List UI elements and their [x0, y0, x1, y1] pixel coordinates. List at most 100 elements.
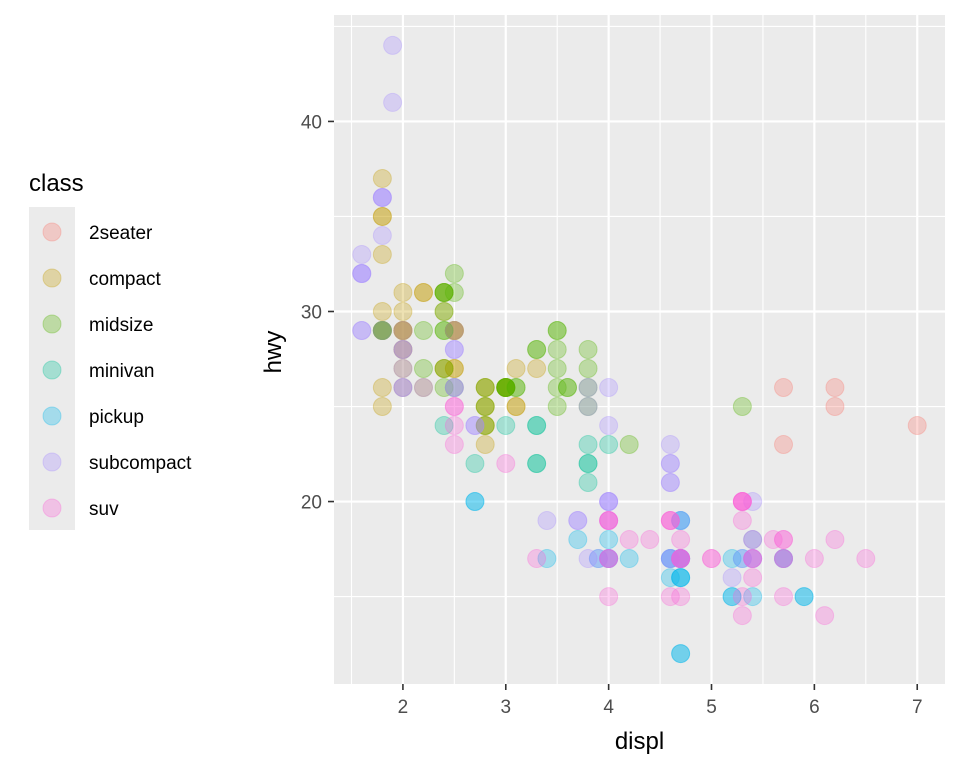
y-tick-label: 40 — [301, 112, 322, 133]
data-point-minivan — [578, 435, 598, 455]
data-point-subcompact — [393, 359, 413, 379]
data-point-subcompact — [743, 549, 763, 569]
data-point-midsize — [547, 320, 567, 340]
data-point-subcompact — [568, 511, 588, 531]
data-point-2seater — [825, 397, 845, 417]
legend-label-pickup: pickup — [89, 407, 144, 428]
data-point-minivan — [578, 473, 598, 493]
data-point-suv — [660, 587, 680, 607]
data-point-pickup — [671, 511, 691, 531]
data-point-midsize — [547, 378, 567, 398]
data-point-pickup — [671, 511, 691, 531]
data-point-suv — [702, 549, 721, 569]
data-point-subcompact — [372, 225, 392, 245]
data-point-subcompact — [599, 511, 619, 531]
data-point-subcompact — [372, 187, 392, 207]
data-point-midsize — [527, 340, 547, 359]
data-point-midsize — [372, 320, 392, 340]
data-point-pickup — [743, 530, 763, 550]
data-point-suv — [671, 587, 691, 607]
legend-key-suv — [42, 498, 62, 518]
data-point-subcompact — [660, 454, 680, 474]
data-point-minivan — [527, 416, 547, 436]
y-axis: 20 30 40 — [301, 112, 334, 514]
legend-title: class — [29, 170, 84, 197]
data-point-subcompact — [393, 320, 413, 340]
data-point-pickup — [794, 587, 814, 607]
data-point-subcompact — [671, 549, 691, 569]
data-point-suv — [732, 606, 752, 626]
data-point-pickup — [660, 549, 680, 569]
data-point-suv — [743, 549, 763, 569]
data-point-compact — [372, 397, 392, 417]
legend-key-midsize — [42, 314, 62, 334]
x-tick-label: 6 — [809, 697, 820, 718]
data-point-suv — [671, 549, 691, 569]
data-point-subcompact — [393, 378, 413, 398]
data-point-suv — [763, 530, 783, 550]
data-point-suv — [671, 549, 691, 569]
data-point-pickup — [599, 549, 619, 569]
data-point-midsize — [413, 320, 433, 340]
data-point-midsize — [506, 378, 526, 398]
data-point-minivan — [527, 416, 547, 436]
data-point-subcompact — [372, 187, 392, 207]
data-point-pickup — [671, 644, 691, 664]
data-point-midsize — [547, 397, 567, 417]
data-point-suv — [774, 549, 794, 569]
data-point-midsize — [444, 263, 464, 283]
data-point-subcompact — [599, 416, 619, 436]
x-tick-label: 7 — [912, 697, 923, 718]
data-point-subcompact — [444, 378, 464, 398]
legend-label-suv: suv — [89, 499, 119, 520]
data-point-pickup — [774, 549, 794, 569]
data-point-subcompact — [732, 549, 752, 569]
data-point-compact — [372, 378, 392, 398]
data-point-suv — [444, 397, 464, 417]
data-point-midsize — [578, 359, 598, 379]
data-point-pickup — [722, 549, 742, 569]
data-point-subcompact — [393, 378, 413, 398]
data-point-pickup — [794, 587, 814, 607]
data-point-pickup — [671, 644, 691, 664]
data-point-compact — [393, 320, 413, 340]
data-point-midsize — [444, 282, 464, 302]
data-point-pickup — [671, 568, 691, 588]
data-point-suv — [732, 587, 752, 607]
data-point-2seater — [825, 378, 845, 398]
legend-label-minivan: minivan — [89, 361, 154, 382]
data-point-subcompact — [352, 320, 372, 340]
data-point-compact — [475, 397, 495, 417]
data-point-compact — [393, 301, 413, 321]
x-tick-label: 2 — [398, 697, 409, 718]
data-point-midsize — [578, 397, 598, 417]
data-point-compact — [372, 168, 392, 188]
data-point-suv — [815, 606, 835, 626]
legend-key-2seater — [42, 222, 62, 242]
data-point-subcompact — [660, 454, 680, 474]
data-point-compact — [372, 320, 392, 340]
data-point-compact — [506, 359, 526, 379]
data-point-suv — [774, 587, 794, 607]
data-point-compact — [475, 416, 495, 436]
data-point-midsize — [506, 378, 526, 398]
data-point-subcompact — [599, 549, 619, 569]
x-axis-title: displ — [615, 728, 664, 755]
data-point-suv — [825, 530, 845, 550]
data-point-suv — [774, 549, 794, 569]
data-point-pickup — [671, 549, 691, 569]
data-point-2seater — [774, 378, 794, 398]
data-point-compact — [434, 301, 454, 321]
data-point-compact — [434, 282, 454, 302]
data-point-suv — [732, 511, 752, 531]
data-point-midsize — [547, 320, 567, 340]
data-point-suv — [444, 416, 464, 436]
data-point-minivan — [578, 454, 598, 474]
data-point-pickup — [537, 549, 557, 569]
data-point-subcompact — [444, 340, 464, 359]
data-point-suv — [660, 511, 680, 531]
data-point-suv — [702, 549, 721, 569]
legend-label-midsize: midsize — [89, 315, 153, 336]
